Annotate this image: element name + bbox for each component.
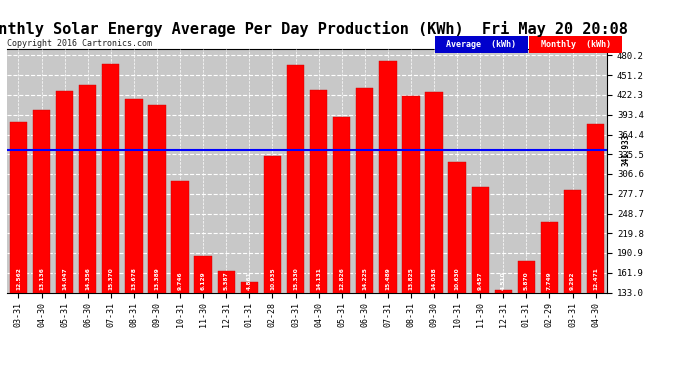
Text: 14.047: 14.047 (62, 267, 67, 290)
Bar (495, 290, 512, 292)
Bar (125, 99, 143, 292)
Bar (448, 162, 466, 292)
Bar (195, 256, 212, 292)
Text: 4.861: 4.861 (247, 271, 252, 290)
Bar (471, 187, 489, 292)
Text: 15.370: 15.370 (108, 267, 113, 290)
Bar (10, 122, 27, 292)
Text: 12.471: 12.471 (593, 267, 598, 290)
Bar (241, 282, 258, 292)
Text: 341.933: 341.933 (621, 134, 630, 166)
Bar (79, 85, 97, 292)
Text: 10.935: 10.935 (270, 267, 275, 290)
Text: 14.225: 14.225 (362, 267, 367, 290)
Bar (402, 96, 420, 292)
Bar (171, 181, 189, 292)
Text: 10.630: 10.630 (455, 267, 460, 290)
Bar (587, 124, 604, 292)
Bar (356, 88, 373, 292)
Bar (541, 222, 558, 292)
Bar (518, 261, 535, 292)
Bar (102, 64, 119, 292)
Text: 13.389: 13.389 (155, 267, 159, 290)
Text: Copyright 2016 Cartronics.com: Copyright 2016 Cartronics.com (7, 39, 152, 48)
Bar (310, 90, 327, 292)
Text: 13.678: 13.678 (131, 267, 137, 290)
Text: Average  (kWh): Average (kWh) (446, 40, 516, 49)
Text: 15.489: 15.489 (385, 267, 391, 290)
Text: 7.749: 7.749 (547, 271, 552, 290)
Bar (333, 117, 351, 292)
Bar (380, 62, 397, 292)
Text: 12.826: 12.826 (339, 267, 344, 290)
Text: 5.387: 5.387 (224, 271, 229, 290)
Text: 14.038: 14.038 (431, 267, 437, 290)
Bar (264, 156, 281, 292)
Text: Monthly  (kWh): Monthly (kWh) (541, 40, 611, 49)
Bar (56, 92, 73, 292)
Bar (148, 105, 166, 292)
Text: 15.330: 15.330 (293, 267, 298, 290)
Text: 5.870: 5.870 (524, 271, 529, 290)
Text: 12.562: 12.562 (16, 267, 21, 290)
Text: 14.131: 14.131 (316, 267, 321, 290)
Bar (33, 110, 50, 292)
Text: 9.292: 9.292 (570, 271, 575, 290)
Text: 9.746: 9.746 (177, 271, 183, 290)
Text: 14.356: 14.356 (85, 267, 90, 290)
Text: 13.825: 13.825 (408, 267, 413, 290)
Bar (287, 65, 304, 292)
Bar (425, 92, 443, 292)
Bar (217, 272, 235, 292)
Bar (564, 190, 581, 292)
Text: 9.457: 9.457 (477, 271, 483, 290)
Text: 6.129: 6.129 (201, 271, 206, 290)
Text: 13.136: 13.136 (39, 267, 44, 290)
Text: 4.510: 4.510 (501, 271, 506, 290)
Text: Monthly Solar Energy Average Per Day Production (KWh)  Fri May 20 20:08: Monthly Solar Energy Average Per Day Pro… (0, 21, 627, 37)
